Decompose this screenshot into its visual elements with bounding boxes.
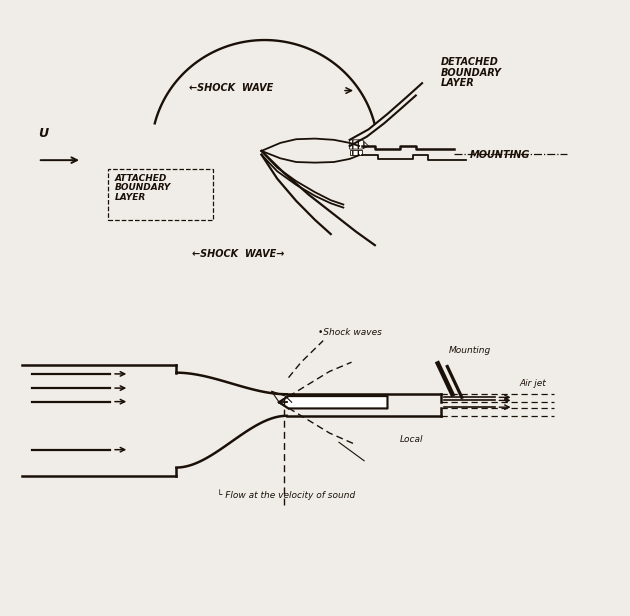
Text: └ Flow at the velocity of sound: └ Flow at the velocity of sound bbox=[217, 489, 355, 500]
Text: DETACHED: DETACHED bbox=[441, 57, 499, 67]
Text: BOUNDARY: BOUNDARY bbox=[115, 184, 171, 192]
FancyBboxPatch shape bbox=[108, 169, 213, 220]
Text: LAYER: LAYER bbox=[115, 193, 146, 201]
Text: ←SHOCK  WAVE→: ←SHOCK WAVE→ bbox=[192, 249, 285, 259]
Text: ATTACHED: ATTACHED bbox=[115, 174, 167, 183]
Text: Air jet: Air jet bbox=[520, 379, 546, 388]
Polygon shape bbox=[350, 150, 362, 155]
Text: Mounting: Mounting bbox=[449, 346, 491, 355]
Text: Local: Local bbox=[400, 435, 423, 444]
Polygon shape bbox=[350, 140, 369, 149]
Text: LAYER: LAYER bbox=[441, 78, 475, 88]
Polygon shape bbox=[279, 396, 387, 408]
Text: MOUNTING: MOUNTING bbox=[469, 150, 530, 160]
Text: ←SHOCK  WAVE: ←SHOCK WAVE bbox=[189, 83, 273, 92]
Text: •Shock waves: •Shock waves bbox=[318, 328, 382, 337]
Text: BOUNDARY: BOUNDARY bbox=[441, 68, 502, 78]
Text: U: U bbox=[38, 127, 48, 140]
